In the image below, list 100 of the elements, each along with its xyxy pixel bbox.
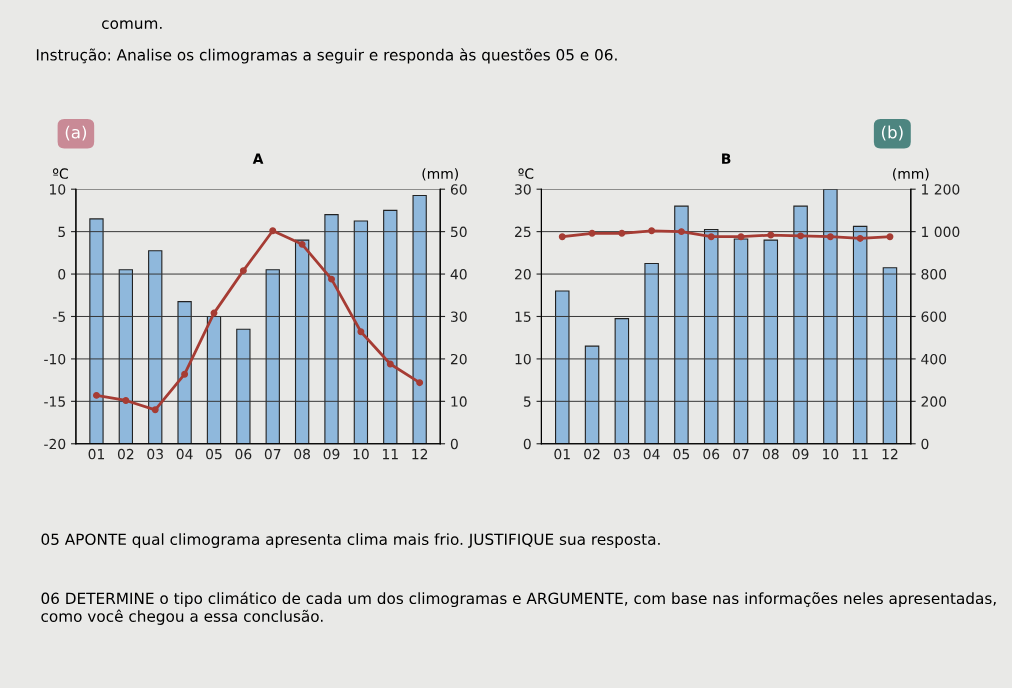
bar: [882, 267, 898, 444]
point: [886, 233, 894, 241]
y-tick-label: 0: [523, 438, 531, 450]
y2-tick-label: 200: [921, 396, 947, 407]
point: [181, 370, 189, 378]
bar: [148, 250, 163, 444]
bar: [89, 218, 104, 444]
x-tick-label: 12: [412, 448, 428, 460]
y-tick-label: 5: [523, 396, 531, 407]
y-tick-label: 5: [58, 226, 65, 238]
text: comum.: [102, 20, 162, 30]
x-tick-label: 12: [882, 448, 898, 460]
point: [122, 397, 130, 404]
bar: [703, 228, 719, 444]
y2-tick-label: 0: [450, 438, 458, 450]
x-tick-label: 08: [294, 448, 311, 460]
point: [856, 234, 864, 242]
point: [151, 406, 159, 414]
point: [298, 240, 306, 248]
bar: [294, 239, 310, 444]
point: [558, 233, 566, 241]
chart-subtitle: (b): [881, 125, 903, 141]
point: [707, 233, 715, 241]
x-tick-label: 07: [264, 448, 281, 460]
y2-tick-label: 40: [450, 269, 467, 280]
point: [588, 229, 596, 237]
point: [386, 360, 394, 368]
point: [239, 267, 247, 275]
bar: [383, 209, 398, 444]
y-axis-title: ºC: [518, 168, 534, 179]
x-tick-label: 01: [88, 448, 105, 460]
x-tick-label: 05: [673, 448, 690, 460]
x-tick-label: 10: [353, 448, 369, 460]
x-tick-label: 03: [613, 448, 630, 460]
y2-tick-label: 0: [921, 438, 929, 450]
point: [826, 233, 834, 241]
point: [767, 231, 775, 239]
point: [357, 328, 365, 336]
y2-tick-label: 1 200: [922, 184, 960, 195]
x-tick-label: 02: [117, 448, 134, 460]
bar: [763, 239, 779, 444]
x-tick-label: 08: [762, 448, 779, 460]
bar: [324, 214, 339, 444]
y-tick-label: -20: [44, 438, 66, 450]
y-tick-label: -5: [53, 311, 65, 322]
bar: [206, 315, 222, 444]
y2-axis-title: (mm): [893, 168, 929, 181]
bar: [118, 269, 134, 444]
chart-title: B: [722, 153, 731, 164]
x-tick-label: 11: [382, 449, 398, 460]
x-tick-label: 02: [584, 448, 600, 460]
y-tick-label: -15: [44, 396, 65, 407]
y2-tick-label: 60: [450, 184, 467, 195]
text: 06 DETERMINE o tipo climático de cada um dos climogramas e ARGUMENTE, com base nas informações neles apresentadas, como você chegou a essa conclusão.: [41, 591, 996, 625]
bar: [353, 220, 369, 444]
y-tick-label: 10: [515, 353, 531, 365]
y2-tick-label: 800: [921, 269, 947, 280]
text: Instrução: Analise os climogramas a seguir e responda às questões 05 e 06.: [36, 48, 617, 64]
y2-tick-label: 50: [451, 226, 467, 238]
point: [737, 233, 745, 241]
x-tick-label: 04: [643, 448, 660, 460]
point: [416, 379, 424, 387]
y2-tick-label: 10: [451, 396, 467, 407]
x-tick-label: 06: [703, 448, 720, 460]
x-tick-label: 09: [323, 448, 340, 460]
bar: [236, 328, 251, 444]
y2-tick-label: 600: [921, 311, 947, 322]
y-tick-label: -10: [44, 353, 66, 365]
y2-tick-label: 1 000: [922, 226, 960, 238]
bar: [614, 318, 630, 444]
x-tick-label: 11: [852, 449, 868, 460]
bar: [852, 225, 868, 444]
x-tick-label: 07: [733, 448, 749, 460]
x-tick-label: 03: [147, 448, 163, 460]
y2-tick-label: 20: [450, 353, 467, 365]
chart-subtitle: (a): [65, 125, 87, 141]
y2-tick-label: 30: [451, 311, 467, 322]
bar: [644, 262, 659, 444]
y-tick-label: 15: [515, 311, 531, 322]
x-tick-label: 09: [792, 448, 809, 460]
y-tick-label: 10: [50, 184, 66, 195]
y-tick-label: 25: [515, 226, 531, 238]
bar: [555, 290, 570, 444]
point: [328, 275, 335, 283]
x-tick-label: 01: [554, 448, 570, 460]
y-tick-label: 20: [515, 269, 531, 280]
y2-tick-label: 400: [921, 353, 947, 365]
bar: [265, 269, 280, 444]
point: [269, 227, 277, 235]
bar: [793, 205, 808, 444]
chart-title: A: [252, 153, 264, 164]
y-tick-label: 30: [515, 184, 531, 195]
bar: [823, 189, 838, 444]
point: [677, 228, 685, 236]
bar: [674, 205, 689, 444]
point: [92, 391, 100, 399]
x-tick-label: 05: [206, 448, 222, 460]
point: [618, 229, 626, 237]
y-axis-title: ºC: [53, 168, 68, 179]
x-tick-label: 04: [176, 448, 193, 460]
